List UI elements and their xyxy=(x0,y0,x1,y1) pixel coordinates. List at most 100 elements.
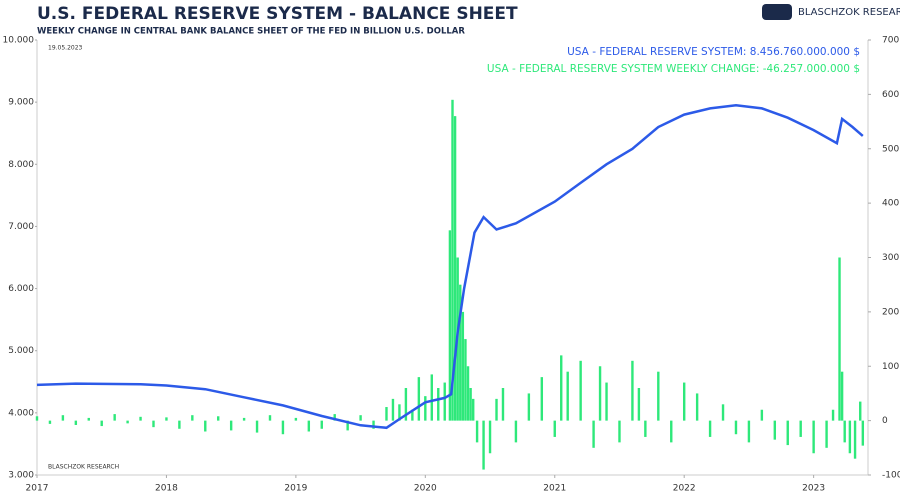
bar xyxy=(191,415,194,421)
bar xyxy=(113,414,116,421)
bar xyxy=(100,420,103,427)
bar xyxy=(831,409,835,421)
bar xyxy=(398,404,401,421)
bar xyxy=(760,409,764,421)
bar xyxy=(87,417,90,421)
bar xyxy=(320,420,323,429)
y2-tick-label: 700 xyxy=(882,36,899,46)
bar xyxy=(488,420,492,454)
bar xyxy=(359,415,362,421)
bar xyxy=(644,420,647,437)
bar xyxy=(670,420,673,443)
bar xyxy=(48,420,52,424)
x-tick-label: 2022 xyxy=(673,484,696,494)
bar xyxy=(453,116,457,421)
x-tick-label: 2018 xyxy=(155,484,178,494)
bar xyxy=(708,420,712,437)
y2-tick-label: 200 xyxy=(882,307,899,317)
bar xyxy=(333,414,336,421)
legend-entry: USA - FEDERAL RESERVE SYSTEM: 8.456.760.… xyxy=(567,46,860,58)
bar xyxy=(825,420,828,448)
y-tick-label: 10.000 xyxy=(3,36,35,46)
bar xyxy=(391,398,395,421)
bar xyxy=(294,417,298,421)
bar xyxy=(459,284,462,421)
logo-text: BLASCHZOK RESEARCH xyxy=(798,7,900,18)
bar xyxy=(579,360,582,421)
bar xyxy=(281,420,285,435)
bar xyxy=(631,360,634,421)
bar xyxy=(372,420,375,429)
bar xyxy=(482,420,485,470)
bar xyxy=(553,420,556,437)
bar xyxy=(430,374,433,421)
bar xyxy=(695,393,699,421)
y-tick-label: 3.000 xyxy=(8,471,34,481)
bar xyxy=(514,420,518,443)
legend-entry: USA - FEDERAL RESERVE SYSTEM WEEKLY CHAN… xyxy=(487,63,860,75)
y2-tick-label: 300 xyxy=(882,253,899,263)
bar xyxy=(566,371,569,421)
bar xyxy=(540,377,544,421)
bar xyxy=(229,420,233,431)
bar xyxy=(178,420,181,429)
bar xyxy=(773,420,777,440)
bar xyxy=(838,257,841,421)
bar xyxy=(637,388,641,421)
y-tick-label: 5.000 xyxy=(8,346,34,356)
bar xyxy=(417,377,421,421)
bar xyxy=(411,409,414,421)
bar xyxy=(217,416,220,421)
bar xyxy=(592,420,595,448)
y-tick-label: 6.000 xyxy=(8,284,34,294)
x-tick-label: 2021 xyxy=(543,484,566,494)
bar xyxy=(165,417,168,421)
bar xyxy=(437,388,440,421)
y2-tick-label: 400 xyxy=(882,199,899,209)
bar xyxy=(461,311,465,421)
y2-tick-label: -100 xyxy=(882,471,900,481)
bar xyxy=(747,420,751,443)
bar xyxy=(840,371,844,421)
bar xyxy=(443,382,446,421)
bar xyxy=(799,420,802,437)
bar xyxy=(472,398,475,421)
bar xyxy=(307,420,311,432)
bar xyxy=(424,396,427,421)
bar xyxy=(682,382,686,421)
y2-tick-label: 0 xyxy=(882,416,888,426)
bar xyxy=(35,416,39,421)
bar xyxy=(843,420,846,443)
y-tick-label: 4.000 xyxy=(8,408,34,418)
bar xyxy=(848,420,852,454)
x-tick-label: 2020 xyxy=(414,484,437,494)
bar xyxy=(242,417,246,421)
bar xyxy=(598,366,602,421)
bar xyxy=(657,371,660,421)
bar xyxy=(255,420,259,433)
bar xyxy=(527,393,531,421)
y2-tick-label: 500 xyxy=(882,144,899,154)
chart-subtitle: WEEKLY CHANGE IN CENTRAL BANK BALANCE SH… xyxy=(37,27,465,37)
y-tick-label: 7.000 xyxy=(8,222,34,232)
date-note: 19.05.2023 xyxy=(48,45,83,52)
bar xyxy=(74,420,78,425)
bar xyxy=(786,420,789,446)
x-tick-label: 2023 xyxy=(802,484,825,494)
bar xyxy=(861,420,865,446)
y2-tick-label: 100 xyxy=(882,362,899,372)
y2-tick-label: 600 xyxy=(882,90,899,100)
bar xyxy=(204,420,207,432)
bar xyxy=(859,401,862,421)
line xyxy=(36,104,864,430)
bar xyxy=(346,420,349,431)
y-tick-label: 9.000 xyxy=(8,98,34,108)
bar xyxy=(469,388,472,421)
bar xyxy=(126,420,129,424)
bar xyxy=(451,99,454,421)
bar xyxy=(61,415,65,421)
bar xyxy=(404,388,408,421)
x-tick-label: 2019 xyxy=(284,484,307,494)
bar xyxy=(268,415,272,421)
